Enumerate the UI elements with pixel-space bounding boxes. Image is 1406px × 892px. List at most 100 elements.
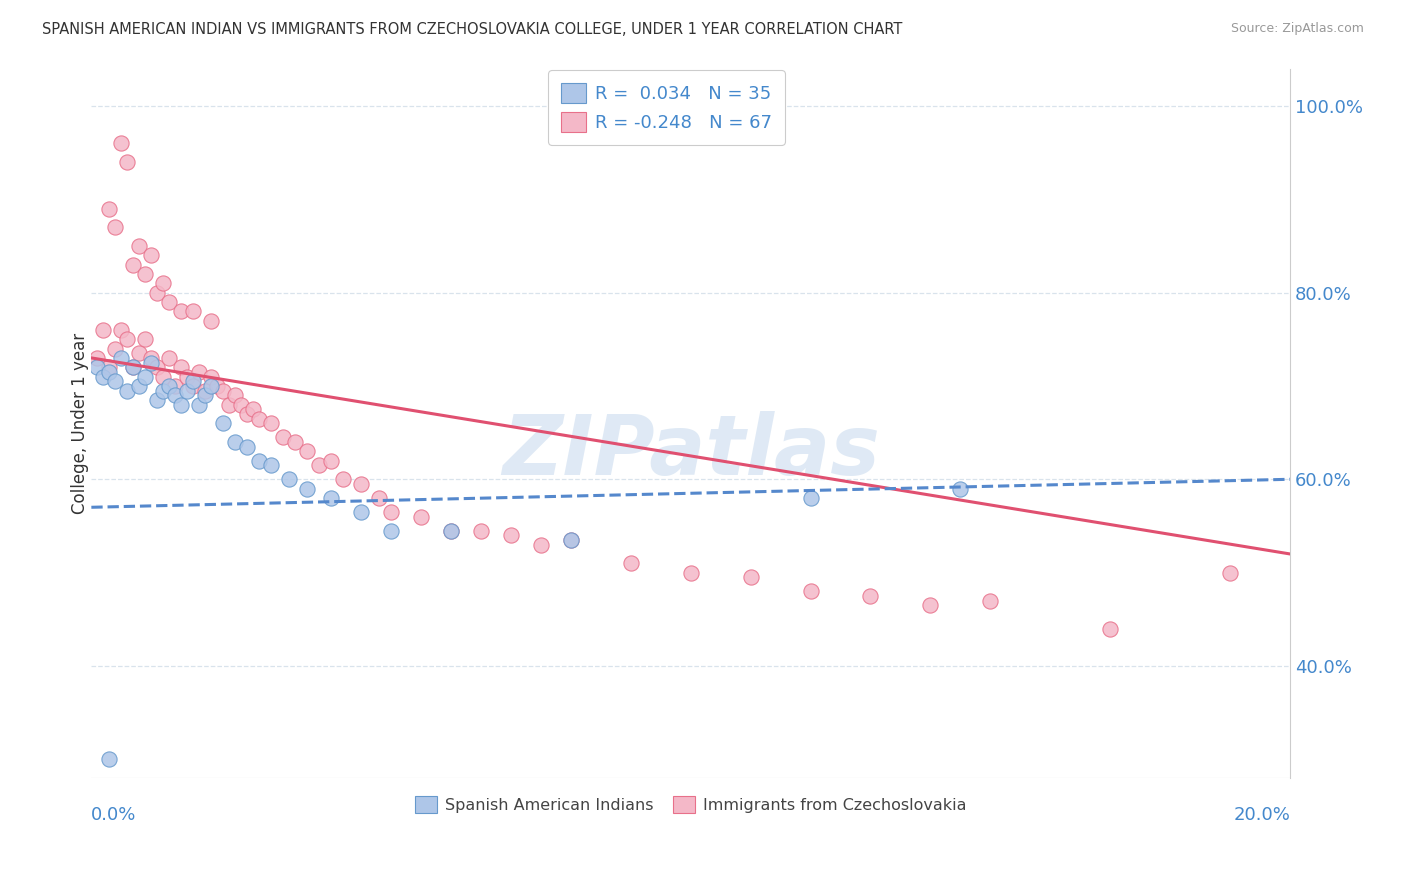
Point [920, 599, 942, 613]
Point [799, 491, 821, 505]
Point [212, 384, 235, 398]
Point [1099, 622, 1122, 636]
Point [560, 533, 582, 547]
Point [799, 584, 821, 599]
Point [86, 360, 108, 375]
Point [205, 379, 228, 393]
Point [242, 402, 264, 417]
Point [530, 538, 553, 552]
Point [560, 533, 582, 547]
Point [231, 398, 253, 412]
Point [236, 440, 259, 454]
Point [165, 388, 187, 402]
Point [212, 417, 235, 431]
Point [141, 351, 163, 365]
Point [152, 369, 174, 384]
Point [170, 304, 193, 318]
Point [224, 388, 246, 402]
Point [134, 267, 156, 281]
Point [128, 379, 150, 393]
Point [117, 384, 139, 398]
Point [278, 472, 301, 486]
Point [98, 365, 121, 379]
Point [110, 323, 132, 337]
Point [247, 453, 270, 467]
Point [218, 398, 240, 412]
Point [224, 434, 246, 449]
Point [271, 430, 294, 444]
Point [86, 351, 108, 365]
Point [620, 556, 643, 570]
Point [181, 379, 204, 393]
Point [350, 477, 373, 491]
Point [141, 355, 163, 369]
Point [104, 374, 127, 388]
Point [91, 323, 114, 337]
Point [157, 351, 180, 365]
Point [165, 379, 187, 393]
Point [104, 342, 127, 356]
Point [110, 351, 132, 365]
Point [260, 458, 283, 473]
Point [740, 570, 762, 584]
Point [332, 472, 354, 486]
Point [134, 332, 156, 346]
Point [295, 444, 318, 458]
Point [157, 379, 180, 393]
Point [679, 566, 702, 580]
Point [128, 346, 150, 360]
Point [98, 202, 121, 216]
Point [200, 369, 222, 384]
Point [308, 458, 330, 473]
Point [260, 417, 283, 431]
Point [152, 277, 174, 291]
Point [440, 524, 463, 538]
Point [188, 398, 211, 412]
Point [380, 524, 402, 538]
Point [188, 365, 211, 379]
Point [181, 374, 204, 388]
Point [380, 505, 402, 519]
Text: ZIPatlas: ZIPatlas [502, 411, 880, 492]
Point [181, 304, 204, 318]
Point [200, 313, 222, 327]
Point [284, 434, 307, 449]
Point [146, 285, 169, 300]
Text: 0.0%: 0.0% [91, 806, 136, 824]
Point [440, 524, 463, 538]
Point [98, 752, 121, 766]
Point [194, 388, 217, 402]
Point [319, 453, 342, 467]
Point [979, 593, 1001, 607]
Point [141, 248, 163, 262]
Point [98, 360, 121, 375]
Point [91, 369, 114, 384]
Point [176, 384, 198, 398]
Point [949, 482, 972, 496]
Point [170, 360, 193, 375]
Point [368, 491, 391, 505]
Point [128, 239, 150, 253]
Point [152, 384, 174, 398]
Point [122, 258, 145, 272]
Point [134, 369, 156, 384]
Point [200, 379, 222, 393]
Point [1219, 566, 1241, 580]
Point [499, 528, 522, 542]
Text: 20.0%: 20.0% [1233, 806, 1291, 824]
Point [176, 369, 198, 384]
Point [470, 524, 492, 538]
Point [146, 392, 169, 407]
Y-axis label: College, Under 1 year: College, Under 1 year [72, 333, 89, 514]
Point [170, 398, 193, 412]
Point [319, 491, 342, 505]
Point [236, 407, 259, 421]
Point [146, 360, 169, 375]
Point [117, 332, 139, 346]
Point [295, 482, 318, 496]
Legend: Spanish American Indians, Immigrants from Czechoslovakia: Spanish American Indians, Immigrants fro… [408, 789, 973, 820]
Point [409, 509, 432, 524]
Text: SPANISH AMERICAN INDIAN VS IMMIGRANTS FROM CZECHOSLOVAKIA COLLEGE, UNDER 1 YEAR : SPANISH AMERICAN INDIAN VS IMMIGRANTS FR… [42, 22, 903, 37]
Point [110, 136, 132, 151]
Point [247, 411, 270, 425]
